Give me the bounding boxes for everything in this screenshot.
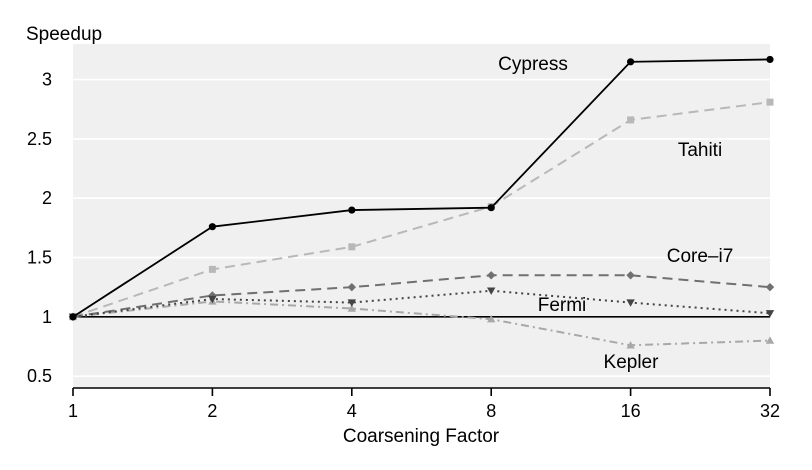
series-label: Tahiti — [678, 140, 722, 161]
data-point-triangle-down — [347, 299, 356, 307]
data-point-triangle-down — [765, 310, 775, 318]
data-point-circle — [348, 206, 356, 214]
series-line — [72, 300, 771, 347]
x-tick-label: 1 — [68, 401, 78, 421]
series-line — [72, 101, 771, 318]
plot-background — [73, 44, 770, 388]
data-point-triangle-down — [208, 295, 217, 304]
x-tick-label: 4 — [347, 401, 357, 421]
series-line — [72, 274, 771, 318]
data-point-triangle-up — [347, 304, 356, 312]
x-axis-title: Coarsening Factor — [343, 426, 500, 447]
data-point-triangle-down — [487, 287, 496, 295]
data-point-circle — [766, 55, 774, 64]
axes: 0.5 1 1.5 2 2.5 3 1 2 4 8 16 32 — [27, 70, 780, 421]
series-line — [72, 58, 771, 318]
data-point-diamond — [347, 282, 356, 292]
data-point-diamond — [487, 271, 496, 280]
data-point-triangle-up — [765, 336, 775, 344]
x-tick-label: 2 — [207, 401, 217, 421]
y-axis-title: Speedup — [26, 24, 102, 45]
data-point-diamond — [765, 282, 775, 292]
y-tick-label: 0.5 — [27, 366, 52, 386]
series-label: Cypress — [498, 54, 568, 75]
data-point-square — [627, 116, 635, 124]
series-label: Fermi — [538, 295, 587, 316]
series-layer — [68, 55, 775, 349]
y-tick-label: 2 — [42, 188, 52, 208]
x-tick-label: 16 — [621, 401, 641, 421]
data-point-diamond — [626, 271, 635, 280]
data-point-square — [208, 265, 216, 273]
data-point-triangle-up — [487, 315, 496, 323]
x-tick-label: 8 — [486, 401, 496, 421]
series-cypress — [69, 55, 774, 321]
data-point-triangle-down — [626, 299, 635, 307]
x-tick-label: 32 — [760, 401, 780, 421]
series-label: Core–i7 — [667, 246, 734, 267]
data-point-triangle-up — [626, 341, 635, 349]
series-labels: Cypress Tahiti Core–i7 Fermi Kepler — [498, 54, 733, 373]
y-tick-label: 1.5 — [27, 248, 52, 268]
series-line — [72, 289, 771, 318]
data-point-circle — [69, 313, 77, 321]
y-tick-label: 3 — [42, 70, 52, 90]
y-tick-label: 2.5 — [27, 129, 52, 149]
data-point-square — [766, 98, 774, 106]
data-point-circle — [627, 58, 635, 66]
data-point-square — [348, 243, 356, 251]
series-label: Kepler — [604, 352, 660, 373]
data-point-circle — [208, 223, 216, 231]
y-tick-label: 1 — [42, 307, 52, 327]
data-point-circle — [487, 204, 495, 212]
